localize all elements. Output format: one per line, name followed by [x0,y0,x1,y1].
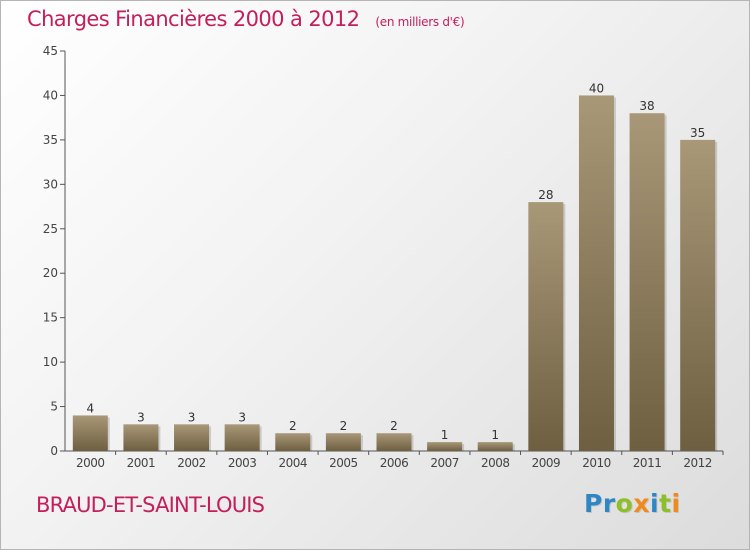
y-tick-label: 5 [50,400,58,414]
bar-value-label: 3 [137,410,145,424]
bar [224,424,260,451]
x-tick-label: 2001 [127,456,156,470]
bar [477,442,513,451]
x-axis: 2000 2001 2002 2003 2004 2005 2006 2007 2008 2009… [65,450,724,470]
x-tick-label: 2006 [380,456,409,470]
bar-value-label: 35 [690,126,705,140]
bar-value-label: 4 [86,401,94,415]
bar [427,442,463,451]
bar [578,95,614,451]
bar [275,433,311,451]
x-tick-label: 2000 [76,456,105,470]
bar-value-label: 2 [390,419,398,433]
bar [528,202,564,451]
logo-letter: t [659,489,672,518]
x-tick-label: 2009 [532,456,561,470]
bar-value-label: 1 [441,428,449,442]
y-tick-label: 35 [43,133,58,147]
x-tick-label: 2012 [683,456,712,470]
x-tick-label: 2007 [430,456,459,470]
bar [72,415,108,451]
y-axis: 0 5 10 15 20 25 30 35 40 45 [43,44,66,458]
bar-value-label: 2 [289,419,297,433]
x-tick-label: 2008 [481,456,510,470]
chart-unit: (en milliers d'€) [375,15,465,29]
y-tick-label: 20 [43,266,58,280]
bar [376,433,412,451]
chart-title: Charges Financières 2000 à 2012 [27,7,360,31]
chart-header: Charges Financières 2000 à 2012 (en milli… [27,7,465,31]
x-tick-label: 2005 [329,456,358,470]
bar [325,433,361,451]
y-tick-label: 25 [43,222,58,236]
town-name: BRAUD-ET-SAINT-LOUIS [36,493,265,517]
x-tick-label: 2004 [278,456,307,470]
bar-value-label: 40 [589,81,604,95]
logo-letter: i [671,489,681,518]
y-tick-label: 45 [43,44,58,58]
y-tick-label: 30 [43,177,58,191]
bar [629,113,665,451]
bars [72,95,718,451]
bar-value-label: 3 [188,410,196,424]
x-tick-label: 2010 [582,456,611,470]
y-tick-label: 0 [50,444,58,458]
x-tick-label: 2003 [228,456,257,470]
x-tick-label: 2011 [633,456,662,470]
logo-letter: o [615,489,634,518]
x-tick-label: 2002 [177,456,206,470]
logo-letter: r [602,489,616,518]
logo-letter: i [650,489,660,518]
bar-value-label: 2 [340,419,348,433]
value-labels: 4 3 3 3 2 2 2 1 1 28 40 38 35 [86,81,705,442]
bar [174,424,210,451]
y-tick-label: 40 [43,88,58,102]
bar-value-label: 38 [639,99,654,113]
proxiti-logo[interactable]: Proxiti [584,489,681,518]
bar-value-label: 28 [538,188,553,202]
bar-value-label: 3 [238,410,246,424]
logo-letter: P [584,489,603,518]
bar-value-label: 1 [491,428,499,442]
y-tick-label: 10 [43,355,58,369]
bar [123,424,159,451]
logo-letter: x [633,489,650,518]
y-tick-label: 15 [43,311,58,325]
bar [680,139,716,451]
